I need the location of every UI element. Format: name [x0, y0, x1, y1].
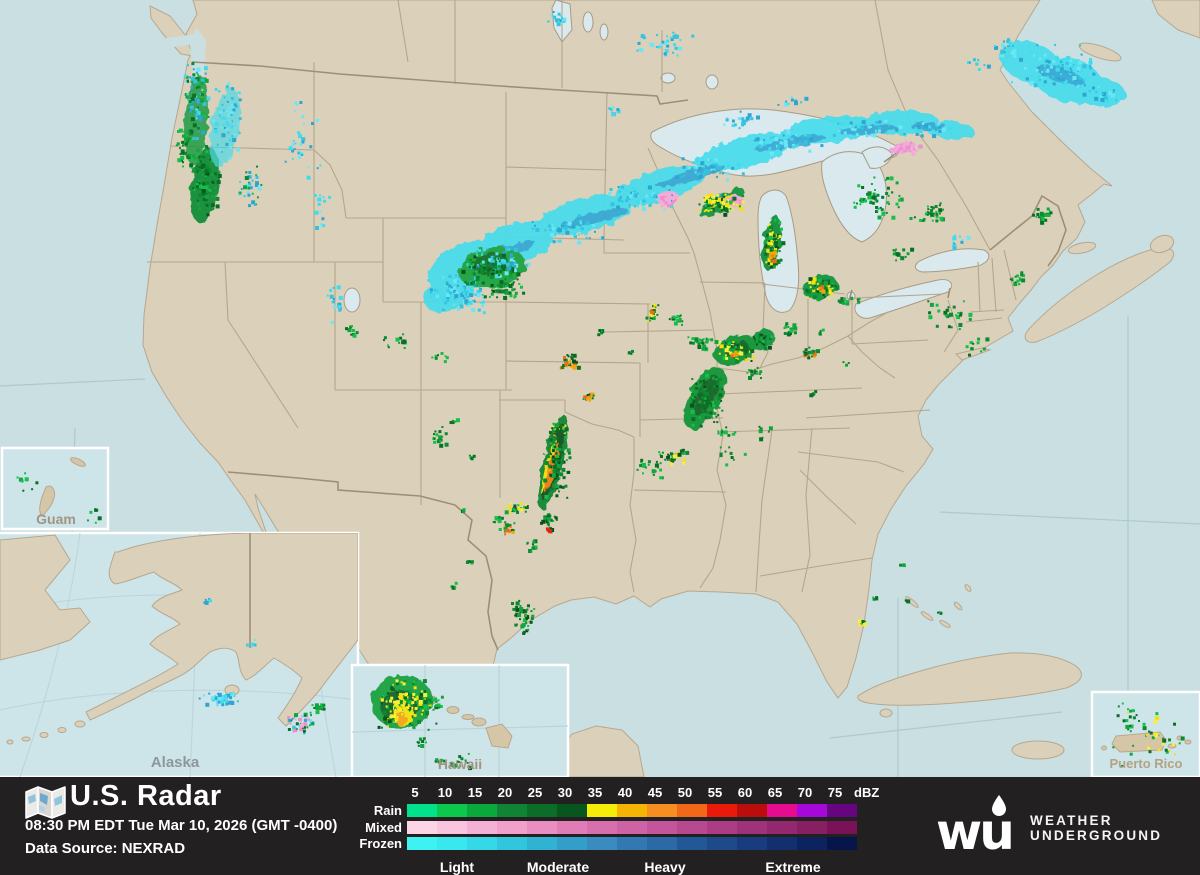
inset-alaska: Alaska — [0, 531, 360, 777]
logo-line1: WEATHER — [1030, 813, 1113, 828]
legend-cell — [827, 804, 857, 817]
legend-cell — [767, 804, 797, 817]
legend-cell — [467, 837, 497, 850]
map-icon — [25, 786, 66, 819]
inset-puerto-rico: Puerto Rico — [1090, 690, 1200, 777]
legend-cell — [497, 837, 527, 850]
inset-guam: Guam — [0, 446, 110, 531]
dbz-tick: 60 — [737, 785, 753, 800]
radar-legend: 5 10 15 20 25 30 35 40 45 50 55 60 65 70 75 dBZ Rain Mix… — [340, 784, 900, 875]
intensity-labels: Light Moderate Heavy Extreme — [340, 859, 900, 875]
legend-cell — [557, 820, 587, 834]
intensity-label: Extreme — [765, 859, 821, 875]
legend-cell — [527, 837, 557, 850]
inset-label-alaska: Alaska — [151, 754, 200, 771]
legend-row-label: Rain — [373, 803, 402, 818]
legend-cell — [797, 837, 827, 850]
legend-cell — [497, 804, 527, 817]
legend-cell — [557, 804, 587, 817]
logo-line2: UNDERGROUND — [1030, 828, 1163, 843]
inset-label-guam: Guam — [36, 511, 76, 527]
intensity-label: Light — [439, 859, 475, 875]
legend-cell — [437, 837, 467, 850]
legend-row-frozen: Frozen — [340, 837, 857, 850]
legend-row-mixed: Mixed — [340, 819, 857, 835]
legend-cell — [797, 804, 827, 817]
dbz-tick: 45 — [647, 785, 663, 800]
dbz-scale: 5 10 15 20 25 30 35 40 45 50 55 60 65 70 75 dBZ — [400, 784, 880, 800]
inset-hawaii: Hawaii — [350, 663, 570, 777]
legend-cell — [707, 820, 737, 834]
radar-map: Guam Alaska — [0, 0, 1200, 777]
legend-cell — [677, 804, 707, 817]
dbz-tick: 40 — [617, 785, 633, 800]
legend-cell — [647, 820, 677, 834]
dbz-unit: dBZ — [854, 785, 880, 800]
dbz-tick: 50 — [677, 785, 693, 800]
legend-cell — [707, 804, 737, 817]
legend-cell — [407, 837, 437, 850]
dbz-tick: 25 — [527, 785, 543, 800]
legend-cell — [557, 837, 587, 850]
legend-cell — [617, 837, 647, 850]
legend-cell — [437, 820, 467, 834]
legend-cell — [617, 804, 647, 817]
data-source: Data Source: NEXRAD — [25, 840, 186, 857]
legend-cell — [617, 820, 647, 834]
legend-cell — [707, 837, 737, 850]
legend-cell — [407, 804, 437, 817]
dbz-tick: 35 — [587, 785, 603, 800]
legend-row-label: Mixed — [365, 819, 402, 835]
droplet-icon — [992, 795, 1006, 816]
legend-cell — [647, 837, 677, 850]
legend-cell — [797, 820, 827, 834]
legend-cell — [497, 820, 527, 834]
legend-cell — [737, 820, 767, 834]
legend-cell — [677, 837, 707, 850]
page-title: U.S. Radar — [70, 780, 222, 812]
radar-timestamp: 08:30 PM EDT Tue Mar 10, 2026 (GMT -0400… — [25, 817, 338, 834]
legend-cell — [587, 820, 617, 834]
legend-cell — [767, 820, 797, 834]
legend-cell — [437, 804, 467, 817]
inset-label-hawaii: Hawaii — [438, 756, 482, 772]
legend-cell — [827, 820, 857, 834]
dbz-tick: 70 — [797, 785, 813, 800]
dbz-tick: 15 — [467, 785, 483, 800]
dbz-tick: 20 — [497, 785, 513, 800]
legend-cell — [587, 837, 617, 850]
country-borders — [191, 61, 1067, 651]
dbz-tick: 10 — [437, 785, 453, 800]
legend-cell — [527, 804, 557, 817]
dbz-tick: 75 — [827, 785, 843, 800]
status-bar: U.S. Radar 08:30 PM EDT Tue Mar 10, 2026… — [0, 777, 1200, 875]
wu-logo: wu WEATHER UNDERGROUND — [936, 793, 1162, 855]
radar-speckles — [175, 11, 1118, 635]
legend-cell — [737, 804, 767, 817]
legend-cell — [407, 820, 437, 834]
legend-row-label: Frozen — [359, 836, 402, 851]
wu-logo-mark: wu — [936, 795, 1015, 855]
dbz-tick: 30 — [557, 785, 573, 800]
legend-cell — [767, 837, 797, 850]
dbz-tick: 55 — [707, 785, 723, 800]
legend-cell — [467, 820, 497, 834]
legend-cell — [737, 837, 767, 850]
intensity-label: Heavy — [644, 859, 686, 875]
legend-row-rain: Rain — [340, 804, 857, 817]
dbz-tick: 5 — [411, 785, 419, 800]
dbz-tick: 65 — [767, 785, 783, 800]
legend-cell — [827, 837, 857, 850]
legend-cell — [677, 820, 707, 834]
legend-cell — [587, 804, 617, 817]
legend-cell — [527, 820, 557, 834]
legend-cell — [647, 804, 677, 817]
intensity-label: Moderate — [526, 859, 590, 875]
legend-cell — [467, 804, 497, 817]
inset-label-puerto-rico: Puerto Rico — [1110, 756, 1183, 771]
